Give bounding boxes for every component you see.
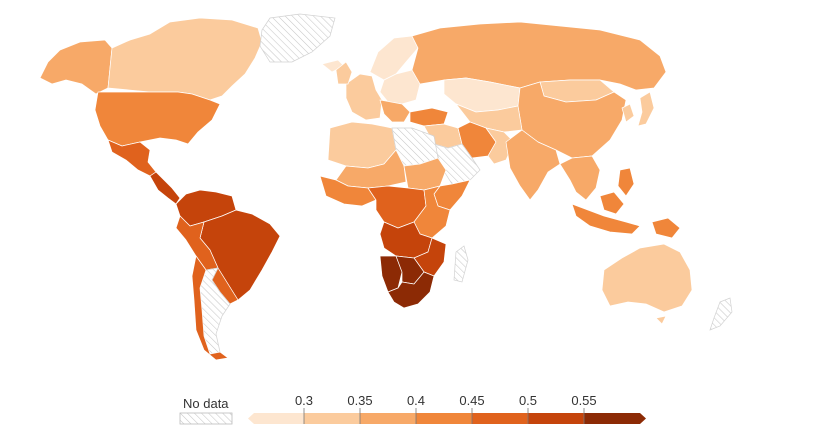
region-central-america[interactable] bbox=[149, 171, 181, 205]
region-afghanistan-pakistan[interactable] bbox=[485, 127, 515, 165]
region-eastern-europe[interactable] bbox=[379, 69, 421, 105]
legend-bin bbox=[472, 413, 528, 424]
region-mexico[interactable] bbox=[107, 139, 157, 177]
legend-bin bbox=[304, 413, 360, 424]
region-southeast-asia[interactable] bbox=[559, 155, 601, 201]
region-australia[interactable] bbox=[601, 243, 693, 313]
region-madagascar[interactable] bbox=[453, 245, 469, 283]
region-canada[interactable] bbox=[107, 17, 263, 101]
region-balkans-italy[interactable] bbox=[379, 99, 411, 123]
region-east-africa[interactable] bbox=[413, 185, 451, 239]
region-uk-ireland[interactable] bbox=[335, 61, 353, 85]
region-papua-new-guinea[interactable] bbox=[651, 217, 681, 239]
region-south-asia[interactable] bbox=[505, 129, 561, 201]
region-philippines[interactable] bbox=[617, 167, 635, 197]
legend-tick-label: 0.45 bbox=[459, 393, 484, 408]
region-korea[interactable] bbox=[621, 103, 635, 123]
legend-bin bbox=[360, 413, 416, 424]
region-south-africa[interactable] bbox=[387, 271, 435, 309]
legend-bin bbox=[528, 413, 584, 424]
region-turkey[interactable] bbox=[409, 107, 449, 127]
legend-tick-label: 0.3 bbox=[295, 393, 313, 408]
region-japan[interactable] bbox=[637, 91, 655, 127]
legend-tick-label: 0.4 bbox=[407, 393, 425, 408]
region-russia[interactable] bbox=[411, 21, 667, 91]
legend-tick-label: 0.35 bbox=[347, 393, 372, 408]
legend-bin bbox=[416, 413, 472, 424]
legend-tick-label: 0.55 bbox=[571, 393, 596, 408]
region-new-zealand[interactable] bbox=[709, 297, 733, 331]
region-western-europe[interactable] bbox=[345, 73, 383, 121]
legend-bin bbox=[248, 413, 304, 424]
region-arabian-peninsula[interactable] bbox=[433, 143, 481, 185]
legend: No data 0.3 0.35 0.4 0.45 0.5 0.55 bbox=[179, 393, 646, 425]
region-alaska[interactable] bbox=[39, 39, 113, 95]
legend-ticks: 0.3 0.35 0.4 0.45 0.5 0.55 bbox=[295, 393, 597, 424]
legend-no-data-swatch bbox=[179, 412, 233, 425]
region-borneo-sulawesi[interactable] bbox=[599, 191, 625, 215]
region-chile[interactable] bbox=[191, 255, 229, 361]
country-shapes bbox=[39, 13, 733, 361]
region-tasmania[interactable] bbox=[655, 315, 667, 325]
region-usa[interactable] bbox=[94, 91, 221, 147]
region-greenland[interactable] bbox=[259, 13, 336, 63]
region-north-africa-west[interactable] bbox=[327, 121, 397, 169]
legend-no-data-label: No data bbox=[183, 396, 229, 411]
region-indonesia[interactable] bbox=[571, 203, 641, 235]
legend-bin bbox=[584, 413, 646, 424]
legend-tick-label: 0.5 bbox=[519, 393, 537, 408]
legend-color-scale bbox=[248, 413, 646, 424]
